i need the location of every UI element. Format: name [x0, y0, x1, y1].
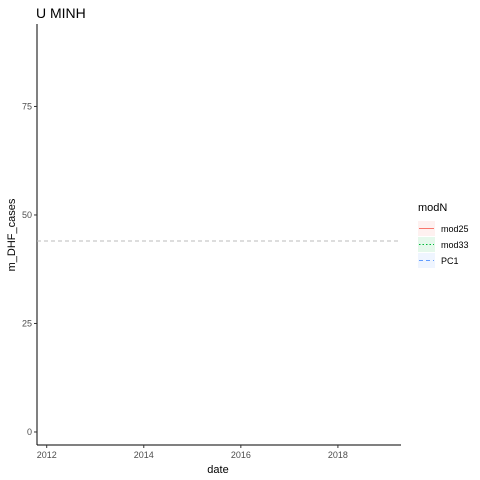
- y-tick-label: 75: [22, 101, 32, 111]
- x-tick-label: 2018: [328, 450, 348, 460]
- y-tick-label: 0: [27, 427, 32, 437]
- chart-title: U MINH: [36, 5, 86, 21]
- legend-label: mod25: [441, 224, 469, 234]
- legend-label: PC1: [441, 256, 459, 266]
- legend: modN mod25 mod33 PC1: [418, 202, 469, 268]
- x-axis-title: date: [207, 464, 228, 476]
- x-axis-ticks: 2012 2014 2016 2018: [37, 445, 348, 460]
- x-tick-label: 2014: [134, 450, 154, 460]
- y-axis-title: m_DHF_cases: [6, 198, 18, 271]
- y-tick-label: 50: [22, 210, 32, 220]
- legend-title: modN: [418, 202, 447, 214]
- x-tick-label: 2012: [37, 450, 57, 460]
- plot-panel: [36, 24, 401, 446]
- y-tick-label: 25: [22, 318, 32, 328]
- x-tick-label: 2016: [231, 450, 251, 460]
- legend-label: mod33: [441, 240, 469, 250]
- y-axis-ticks: 0 25 50 75: [22, 101, 37, 437]
